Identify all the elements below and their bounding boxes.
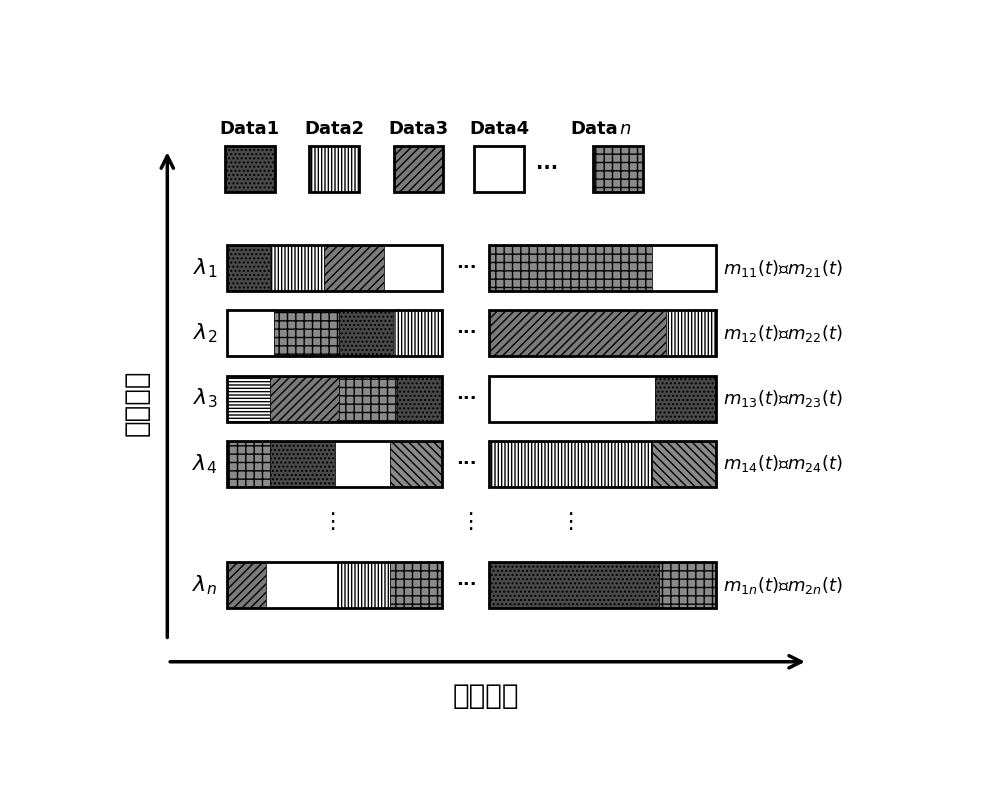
Bar [489,441,652,487]
Bar [324,245,384,291]
Text: $\lambda_2$: $\lambda_2$ [193,322,217,345]
Bar [227,562,442,608]
Bar [489,310,666,356]
Text: ···: ··· [456,455,477,473]
Bar [390,562,442,608]
Bar [227,441,442,487]
Text: $\vdots$: $\vdots$ [559,509,573,532]
Bar [266,562,337,608]
Bar [397,375,442,422]
Bar [390,441,442,487]
Text: Data1: Data1 [220,120,280,138]
Bar [489,310,716,356]
Bar [227,310,442,356]
Text: $\lambda_n$: $\lambda_n$ [192,573,217,597]
Bar [652,441,716,487]
Bar [489,375,716,422]
Bar [489,562,659,608]
Text: $\vdots$: $\vdots$ [321,509,336,532]
Bar [652,245,716,291]
Bar [666,310,716,356]
Text: $m_{1n}(t)$、$m_{2n}(t)$: $m_{1n}(t)$、$m_{2n}(t)$ [723,575,843,595]
Text: $m_{14}(t)$、$m_{24}(t)$: $m_{14}(t)$、$m_{24}(t)$ [723,453,843,474]
Text: $\lambda_4$: $\lambda_4$ [192,452,217,476]
Bar [227,310,274,356]
Bar [393,310,442,356]
Bar [227,375,442,422]
Text: $m_{11}(t)$、$m_{21}(t)$: $m_{11}(t)$、$m_{21}(t)$ [723,257,843,279]
Text: $n$: $n$ [619,120,631,138]
Bar [394,146,443,191]
Bar [335,441,390,487]
Text: $m_{13}(t)$、$m_{23}(t)$: $m_{13}(t)$、$m_{23}(t)$ [723,388,843,409]
Text: Data3: Data3 [388,120,449,138]
Text: ···: ··· [456,390,477,407]
Text: Data4: Data4 [469,120,529,138]
Bar [227,245,442,291]
Text: ···: ··· [536,159,558,178]
Text: $m_{12}(t)$、$m_{22}(t)$: $m_{12}(t)$、$m_{22}(t)$ [723,323,843,344]
Bar [489,441,716,487]
Bar [309,146,359,191]
Bar [489,245,716,291]
Bar [489,375,655,422]
Bar [593,146,643,191]
Text: 信息时隙: 信息时隙 [452,681,519,709]
Text: Data: Data [570,120,618,138]
Bar [270,245,324,291]
Bar [270,375,339,422]
Bar [227,441,270,487]
Text: ···: ··· [456,259,477,277]
Bar [655,375,716,422]
Bar [489,562,716,608]
Bar [270,441,335,487]
Bar [227,562,266,608]
Bar [227,375,270,422]
Bar [227,245,270,291]
Bar [274,310,339,356]
Text: $\lambda_3$: $\lambda_3$ [193,387,217,410]
Bar [659,562,716,608]
Bar [474,146,524,191]
Text: ···: ··· [456,576,477,594]
Bar [339,375,397,422]
Bar [384,245,442,291]
Text: Data2: Data2 [304,120,364,138]
Text: $\vdots$: $\vdots$ [459,509,474,532]
Text: ···: ··· [456,324,477,343]
Text: $\lambda_1$: $\lambda_1$ [193,257,217,280]
Bar [337,562,390,608]
Bar [489,245,652,291]
Bar [339,310,393,356]
Bar [225,146,275,191]
Text: 波长信道: 波长信道 [123,369,151,436]
